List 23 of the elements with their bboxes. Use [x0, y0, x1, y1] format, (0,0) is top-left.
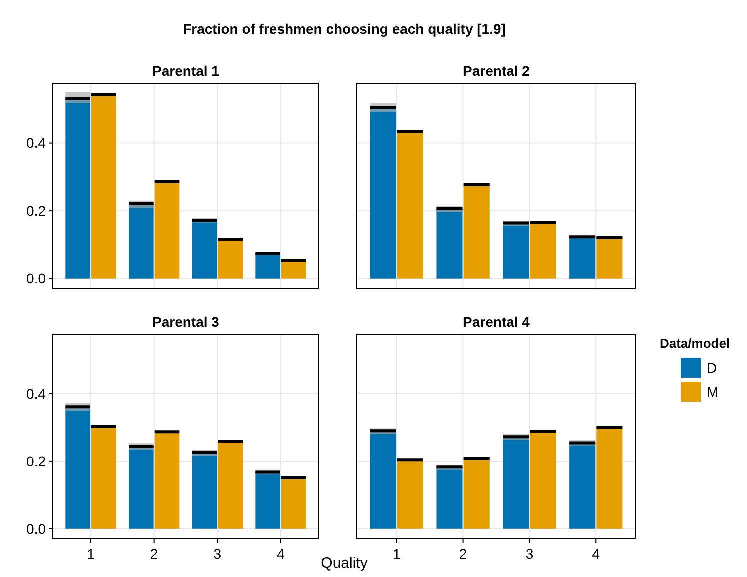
y-tick-label: 0.4: [26, 135, 46, 152]
x-tick-label: 4: [277, 546, 286, 562]
legend-label: M: [707, 384, 719, 400]
x-tick-label: 2: [150, 546, 158, 562]
legend-title: Data/model: [660, 336, 730, 351]
y-tick-label: 0.2: [26, 453, 46, 470]
x-tick-label: 2: [459, 546, 468, 562]
y-tick-label: 0.0: [26, 520, 46, 537]
x-tick-label: 3: [214, 546, 222, 562]
chart-title: Parental 3: [152, 314, 220, 330]
x-tick-label: 1: [87, 546, 96, 562]
chart-title: Parental 1: [152, 63, 220, 79]
y-tick-label: 0.0: [26, 270, 46, 287]
x-axis-title: Quality: [321, 555, 368, 572]
x-tick-label: 4: [592, 546, 600, 562]
y-tick-label: 0.2: [26, 202, 46, 219]
text: Fraction of freshmen choosing each quality [1.9]: [183, 21, 506, 37]
chart-title: Parental 4: [463, 314, 530, 330]
x-tick-label: 1: [392, 546, 401, 562]
chart-title: Parental 2: [463, 63, 530, 79]
x-tick-label: 3: [526, 546, 534, 562]
y-tick-label: 0.4: [26, 386, 46, 402]
legend-label: D: [707, 360, 718, 376]
